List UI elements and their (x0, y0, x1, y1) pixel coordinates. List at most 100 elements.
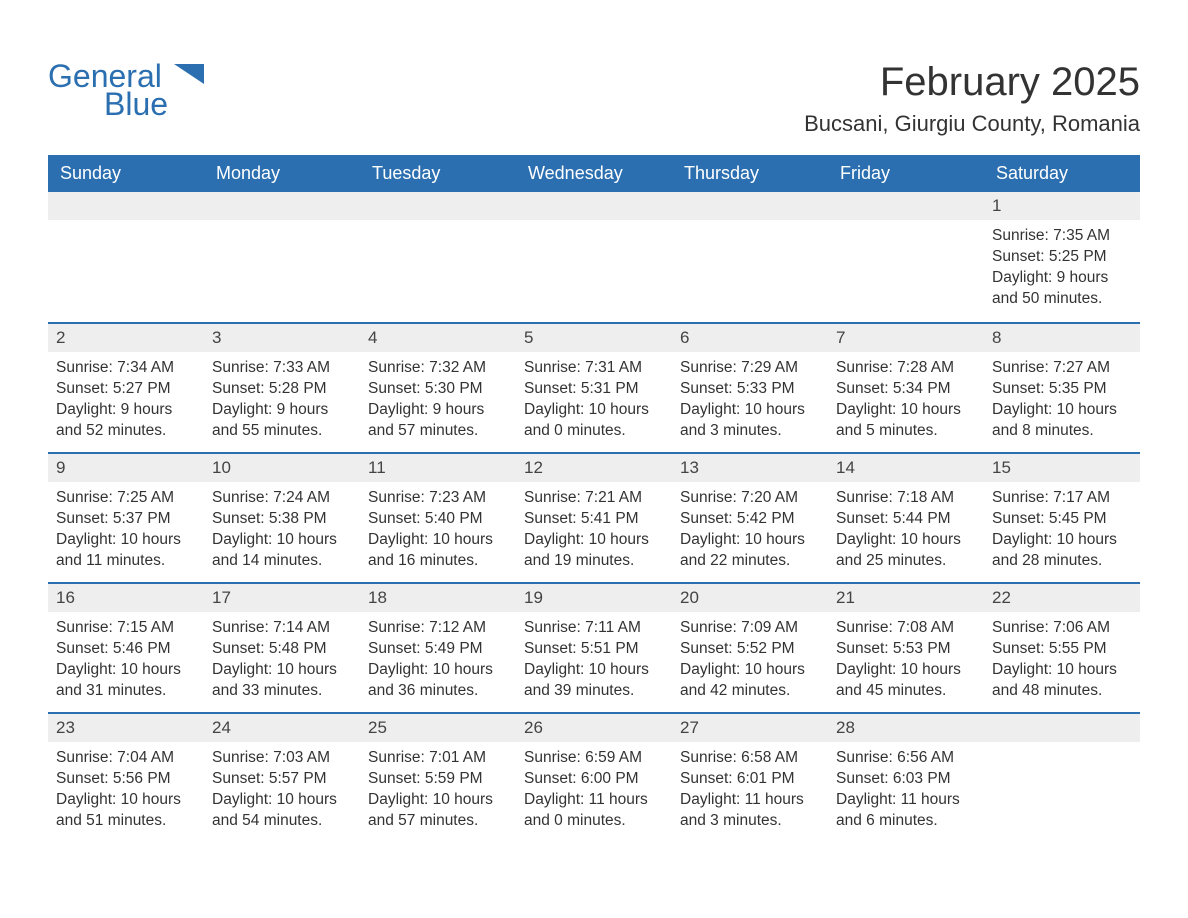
day-body: Sunrise: 7:31 AMSunset: 5:31 PMDaylight:… (516, 352, 672, 452)
day-body: Sunrise: 7:23 AMSunset: 5:40 PMDaylight:… (360, 482, 516, 582)
sunset-line: Sunset: 5:41 PM (524, 509, 664, 530)
calendar-cell: 1Sunrise: 7:35 AMSunset: 5:25 PMDaylight… (984, 192, 1140, 322)
sunrise-line: Sunrise: 7:31 AM (524, 358, 664, 379)
day-number-bar: 11 (360, 452, 516, 482)
calendar-cell: 26Sunrise: 6:59 AMSunset: 6:00 PMDayligh… (516, 712, 672, 842)
day-body: Sunrise: 6:56 AMSunset: 6:03 PMDaylight:… (828, 742, 984, 842)
day-body: Sunrise: 7:20 AMSunset: 5:42 PMDaylight:… (672, 482, 828, 582)
day-body: Sunrise: 7:09 AMSunset: 5:52 PMDaylight:… (672, 612, 828, 712)
calendar-week-row: 2Sunrise: 7:34 AMSunset: 5:27 PMDaylight… (48, 322, 1140, 452)
title-block: February 2025 Bucsani, Giurgiu County, R… (804, 60, 1140, 137)
day-body: Sunrise: 7:35 AMSunset: 5:25 PMDaylight:… (984, 220, 1140, 320)
sunset-line: Sunset: 5:30 PM (368, 379, 508, 400)
calendar-cell: 3Sunrise: 7:33 AMSunset: 5:28 PMDaylight… (204, 322, 360, 452)
weekday-header: Wednesday (516, 155, 672, 192)
sunrise-line: Sunrise: 7:06 AM (992, 618, 1132, 639)
day-number-bar: 16 (48, 582, 204, 612)
day-number-bar-empty (516, 192, 672, 220)
sunset-line: Sunset: 5:38 PM (212, 509, 352, 530)
daylight-line: Daylight: 10 hours and 51 minutes. (56, 790, 196, 832)
calendar-cell: 27Sunrise: 6:58 AMSunset: 6:01 PMDayligh… (672, 712, 828, 842)
sunrise-line: Sunrise: 7:34 AM (56, 358, 196, 379)
sunset-line: Sunset: 6:01 PM (680, 769, 820, 790)
calendar-cell: 7Sunrise: 7:28 AMSunset: 5:34 PMDaylight… (828, 322, 984, 452)
calendar-body: 1Sunrise: 7:35 AMSunset: 5:25 PMDaylight… (48, 192, 1140, 842)
daylight-line: Daylight: 10 hours and 3 minutes. (680, 400, 820, 442)
day-body: Sunrise: 7:12 AMSunset: 5:49 PMDaylight:… (360, 612, 516, 712)
sunrise-line: Sunrise: 7:20 AM (680, 488, 820, 509)
sunset-line: Sunset: 5:59 PM (368, 769, 508, 790)
sunset-line: Sunset: 5:25 PM (992, 247, 1132, 268)
weekday-header: Monday (204, 155, 360, 192)
day-body: Sunrise: 7:27 AMSunset: 5:35 PMDaylight:… (984, 352, 1140, 452)
daylight-line: Daylight: 10 hours and 19 minutes. (524, 530, 664, 572)
sunrise-line: Sunrise: 7:21 AM (524, 488, 664, 509)
sunset-line: Sunset: 5:46 PM (56, 639, 196, 660)
day-number-bar: 5 (516, 322, 672, 352)
weekday-header: Sunday (48, 155, 204, 192)
day-number-bar: 22 (984, 582, 1140, 612)
day-body: Sunrise: 7:24 AMSunset: 5:38 PMDaylight:… (204, 482, 360, 582)
sunset-line: Sunset: 5:27 PM (56, 379, 196, 400)
daylight-line: Daylight: 10 hours and 11 minutes. (56, 530, 196, 572)
sunrise-line: Sunrise: 6:59 AM (524, 748, 664, 769)
day-number-bar: 17 (204, 582, 360, 612)
sunset-line: Sunset: 5:28 PM (212, 379, 352, 400)
day-number-bar: 23 (48, 712, 204, 742)
calendar-cell: 14Sunrise: 7:18 AMSunset: 5:44 PMDayligh… (828, 452, 984, 582)
calendar-week-row: 9Sunrise: 7:25 AMSunset: 5:37 PMDaylight… (48, 452, 1140, 582)
logo-word-blue: Blue (104, 88, 168, 120)
day-body: Sunrise: 7:25 AMSunset: 5:37 PMDaylight:… (48, 482, 204, 582)
calendar-cell: 20Sunrise: 7:09 AMSunset: 5:52 PMDayligh… (672, 582, 828, 712)
daylight-line: Daylight: 11 hours and 6 minutes. (836, 790, 976, 832)
daylight-line: Daylight: 10 hours and 8 minutes. (992, 400, 1132, 442)
sunset-line: Sunset: 5:34 PM (836, 379, 976, 400)
day-body: Sunrise: 6:59 AMSunset: 6:00 PMDaylight:… (516, 742, 672, 842)
sunset-line: Sunset: 5:52 PM (680, 639, 820, 660)
sunrise-line: Sunrise: 7:03 AM (212, 748, 352, 769)
month-title: February 2025 (804, 60, 1140, 105)
calendar-table: Sunday Monday Tuesday Wednesday Thursday… (48, 155, 1140, 842)
daylight-line: Daylight: 10 hours and 0 minutes. (524, 400, 664, 442)
calendar-cell: 23Sunrise: 7:04 AMSunset: 5:56 PMDayligh… (48, 712, 204, 842)
sunset-line: Sunset: 6:00 PM (524, 769, 664, 790)
sunset-line: Sunset: 5:49 PM (368, 639, 508, 660)
daylight-line: Daylight: 10 hours and 22 minutes. (680, 530, 820, 572)
sunrise-line: Sunrise: 7:33 AM (212, 358, 352, 379)
sunset-line: Sunset: 5:55 PM (992, 639, 1132, 660)
day-number-bar: 14 (828, 452, 984, 482)
daylight-line: Daylight: 9 hours and 50 minutes. (992, 268, 1132, 310)
weekday-header: Thursday (672, 155, 828, 192)
logo: General Blue (48, 60, 204, 120)
sunrise-line: Sunrise: 7:09 AM (680, 618, 820, 639)
calendar-cell: 4Sunrise: 7:32 AMSunset: 5:30 PMDaylight… (360, 322, 516, 452)
day-body: Sunrise: 7:32 AMSunset: 5:30 PMDaylight:… (360, 352, 516, 452)
weekday-header: Tuesday (360, 155, 516, 192)
day-number-bar: 4 (360, 322, 516, 352)
day-number-bar: 13 (672, 452, 828, 482)
day-number-bar: 25 (360, 712, 516, 742)
daylight-line: Daylight: 10 hours and 14 minutes. (212, 530, 352, 572)
calendar-cell: 18Sunrise: 7:12 AMSunset: 5:49 PMDayligh… (360, 582, 516, 712)
daylight-line: Daylight: 10 hours and 31 minutes. (56, 660, 196, 702)
day-number-bar-empty (984, 712, 1140, 742)
logo-flag-icon (174, 64, 204, 88)
weekday-header: Saturday (984, 155, 1140, 192)
calendar-cell (828, 192, 984, 322)
sunset-line: Sunset: 5:42 PM (680, 509, 820, 530)
daylight-line: Daylight: 9 hours and 52 minutes. (56, 400, 196, 442)
calendar-cell: 28Sunrise: 6:56 AMSunset: 6:03 PMDayligh… (828, 712, 984, 842)
day-body: Sunrise: 7:03 AMSunset: 5:57 PMDaylight:… (204, 742, 360, 842)
sunset-line: Sunset: 5:45 PM (992, 509, 1132, 530)
calendar-cell: 12Sunrise: 7:21 AMSunset: 5:41 PMDayligh… (516, 452, 672, 582)
day-number-bar: 15 (984, 452, 1140, 482)
sunrise-line: Sunrise: 7:08 AM (836, 618, 976, 639)
daylight-line: Daylight: 10 hours and 48 minutes. (992, 660, 1132, 702)
sunset-line: Sunset: 5:57 PM (212, 769, 352, 790)
daylight-line: Daylight: 9 hours and 57 minutes. (368, 400, 508, 442)
day-body: Sunrise: 7:08 AMSunset: 5:53 PMDaylight:… (828, 612, 984, 712)
day-number-bar: 9 (48, 452, 204, 482)
sunset-line: Sunset: 5:40 PM (368, 509, 508, 530)
calendar-cell (516, 192, 672, 322)
day-number-bar: 18 (360, 582, 516, 612)
